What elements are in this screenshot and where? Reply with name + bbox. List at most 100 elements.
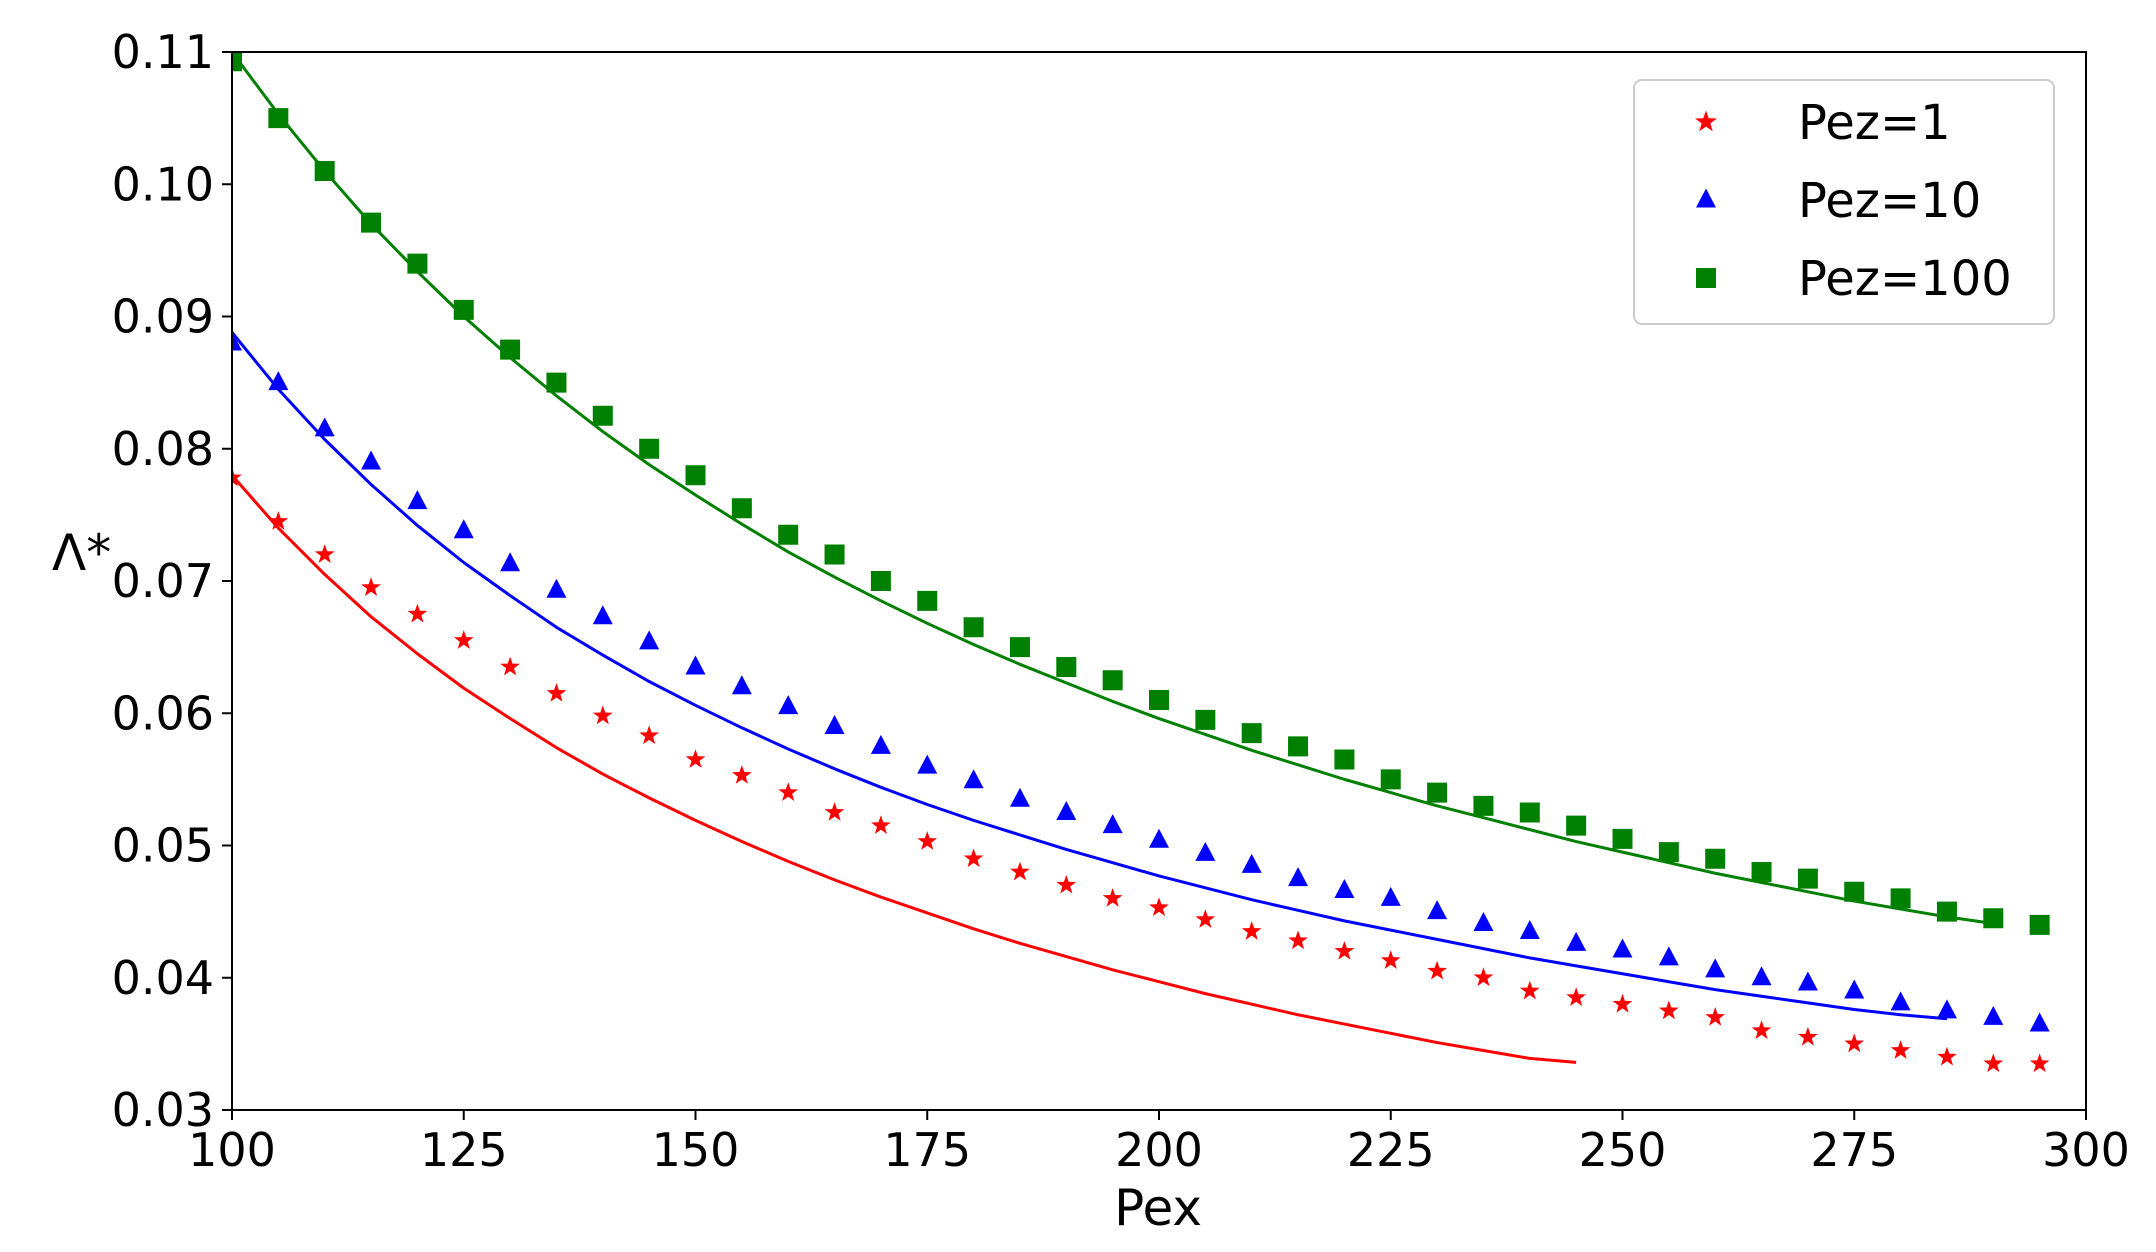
data-point-3-19	[1056, 656, 1077, 677]
data-point-1-14	[824, 802, 845, 821]
data-point-3-26	[1380, 769, 1401, 790]
data-point-1-25	[1334, 940, 1355, 960]
data-point-2-9	[592, 605, 613, 625]
data-point-3-30	[1566, 815, 1587, 836]
data-point-3-22	[1195, 709, 1216, 730]
x-tick-label: 150	[652, 1123, 740, 1177]
data-point-2-39	[1983, 1005, 2004, 1025]
data-point-1-23	[1241, 921, 1262, 940]
data-point-2-13	[778, 695, 799, 715]
data-point-3-11	[685, 465, 706, 486]
data-point-3-21	[1149, 690, 1169, 711]
data-point-3-29	[1519, 802, 1540, 823]
data-point-1-8	[546, 683, 567, 702]
data-point-3-25	[1334, 749, 1355, 770]
data-point-1-26	[1380, 950, 1401, 969]
legend-marker-2	[1696, 188, 1716, 208]
data-point-1-40	[2029, 1053, 2050, 1073]
legend-label-3: Pez=100	[1798, 251, 2012, 307]
data-point-1-2	[268, 511, 289, 530]
data-point-3-20	[1102, 670, 1123, 691]
legend-marker-1	[1695, 110, 1717, 132]
data-point-1-22	[1195, 909, 1216, 928]
data-point-2-31	[1612, 938, 1633, 958]
data-point-2-29	[1519, 919, 1540, 939]
data-point-2-18	[1009, 787, 1030, 807]
data-point-1-32	[1659, 1000, 1679, 1020]
data-point-1-3	[314, 544, 335, 563]
data-point-2-36	[1844, 979, 1865, 999]
data-point-2-2	[268, 371, 289, 391]
data-point-1-39	[1983, 1053, 2004, 1073]
data-point-2-38	[1936, 999, 1957, 1019]
x-axis-label: Pex	[1114, 1179, 1202, 1237]
data-point-2-4	[361, 450, 382, 470]
data-point-1-31	[1612, 993, 1633, 1013]
data-point-3-35	[1797, 868, 1818, 889]
y-tick-label: 0.07	[112, 554, 214, 608]
data-point-1-7	[500, 656, 520, 676]
data-point-1-28	[1473, 967, 1494, 987]
data-point-3-32	[1658, 842, 1679, 863]
data-point-2-34	[1751, 966, 1772, 986]
y-tick-label: 0.11	[112, 25, 214, 79]
y-tick-label: 0.10	[112, 157, 214, 211]
data-point-1-29	[1519, 980, 1540, 1000]
data-point-2-7	[500, 552, 521, 572]
data-point-2-15	[870, 734, 891, 754]
data-point-1-34	[1751, 1020, 1772, 1040]
series-line-3	[232, 52, 1994, 926]
plot-area	[232, 52, 2050, 1073]
data-point-3-15	[870, 571, 891, 591]
y-axis-label: Λ*	[52, 524, 111, 582]
data-point-3-24	[1288, 736, 1309, 757]
data-point-2-24	[1288, 867, 1309, 887]
data-point-3-9	[592, 405, 613, 426]
data-point-2-35	[1797, 971, 1818, 991]
series-line-1	[232, 474, 1577, 1064]
data-point-2-11	[685, 655, 706, 675]
data-point-2-37	[1890, 991, 1911, 1011]
data-point-1-9	[592, 705, 613, 725]
data-point-1-35	[1798, 1026, 1818, 1046]
y-tick-label: 0.03	[112, 1083, 214, 1137]
data-point-2-27	[1427, 900, 1448, 920]
data-point-3-12	[731, 498, 752, 519]
data-point-1-24	[1288, 930, 1308, 950]
data-point-2-1	[232, 331, 242, 351]
y-tick-label: 0.06	[112, 686, 214, 740]
data-point-1-18	[1010, 861, 1030, 881]
data-point-3-14	[824, 544, 845, 565]
data-point-3-8	[546, 372, 567, 393]
axes	[222, 51, 2087, 1120]
data-point-2-17	[963, 769, 984, 789]
y-tick-label: 0.04	[112, 951, 214, 1005]
x-tick-label: 300	[2042, 1123, 2130, 1177]
legend: Pez=1 Pez=10 Pez=100	[1633, 79, 2055, 325]
data-point-1-27	[1427, 960, 1447, 980]
data-point-3-3	[314, 161, 335, 182]
data-point-1-1	[232, 467, 242, 487]
x-tick-label: 225	[1347, 1123, 1435, 1177]
data-point-3-31	[1612, 828, 1633, 849]
data-point-2-14	[824, 714, 845, 734]
data-point-2-3	[314, 417, 335, 437]
legend-marker-3	[1696, 268, 1716, 288]
data-point-3-39	[1983, 908, 2004, 929]
data-point-3-4	[361, 212, 382, 233]
data-point-2-19	[1056, 800, 1077, 820]
data-point-2-40	[2029, 1012, 2050, 1032]
data-point-3-38	[1936, 901, 1957, 922]
data-point-2-20	[1102, 814, 1123, 834]
data-point-3-27	[1427, 782, 1448, 803]
y-tick-label: 0.09	[112, 290, 214, 344]
data-point-3-33	[1705, 848, 1726, 869]
x-tick-label: 200	[1115, 1123, 1203, 1177]
data-point-2-30	[1566, 931, 1587, 951]
data-point-3-28	[1473, 795, 1494, 816]
data-point-3-5	[407, 253, 428, 274]
data-point-3-2	[268, 108, 289, 129]
data-point-1-37	[1890, 1040, 1911, 1059]
data-point-1-11	[685, 749, 706, 768]
